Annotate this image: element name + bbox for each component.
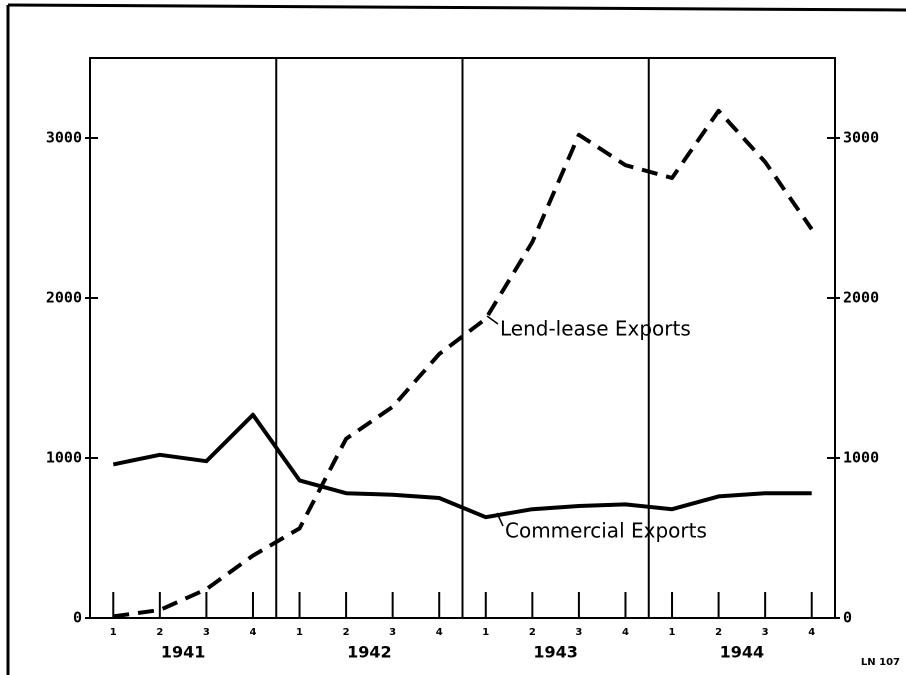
x-tick-label: 2 [529, 627, 536, 638]
x-tick-label: 4 [436, 627, 443, 638]
x-tick-label: 1 [482, 627, 489, 638]
year-label: 1942 [347, 643, 392, 662]
x-tick-label: 4 [622, 627, 629, 638]
year-label: 1941 [161, 643, 206, 662]
x-tick-label: 3 [575, 627, 582, 638]
y-tick-label: 0 [73, 609, 82, 627]
series-line [113, 108, 814, 619]
label-leader [486, 315, 499, 325]
x-tick-label: 2 [343, 627, 350, 638]
y-tick-label: 3000 [46, 129, 82, 147]
y2-tick-label: 2000 [843, 289, 879, 307]
x-tick-label: 3 [389, 627, 396, 638]
y2-tick-label: 0 [843, 609, 852, 627]
series-label: Commercial Exports [505, 519, 707, 543]
series-line [112, 412, 812, 520]
y-tick-label: 2000 [46, 289, 82, 307]
x-tick-label: 2 [715, 627, 722, 638]
x-tick-label: 3 [762, 627, 769, 638]
year-label: 1944 [720, 643, 765, 662]
x-tick-label: 4 [808, 627, 815, 638]
figure-id: LN 107 [861, 657, 900, 668]
y2-tick-label: 3000 [843, 129, 879, 147]
x-tick-label: 1 [296, 627, 303, 638]
series-label: Lend-lease Exports [500, 317, 691, 341]
y-tick-label: 1000 [46, 449, 82, 467]
year-label: 1943 [533, 643, 578, 662]
label-leader [496, 512, 504, 527]
x-tick-label: 3 [203, 627, 210, 638]
y2-tick-label: 1000 [843, 449, 879, 467]
x-tick-label: 4 [249, 627, 256, 638]
frame-top [7, 3, 906, 12]
x-tick-label: 1 [669, 627, 676, 638]
x-tick-label: 2 [156, 627, 163, 638]
x-tick-label: 1 [110, 627, 117, 638]
